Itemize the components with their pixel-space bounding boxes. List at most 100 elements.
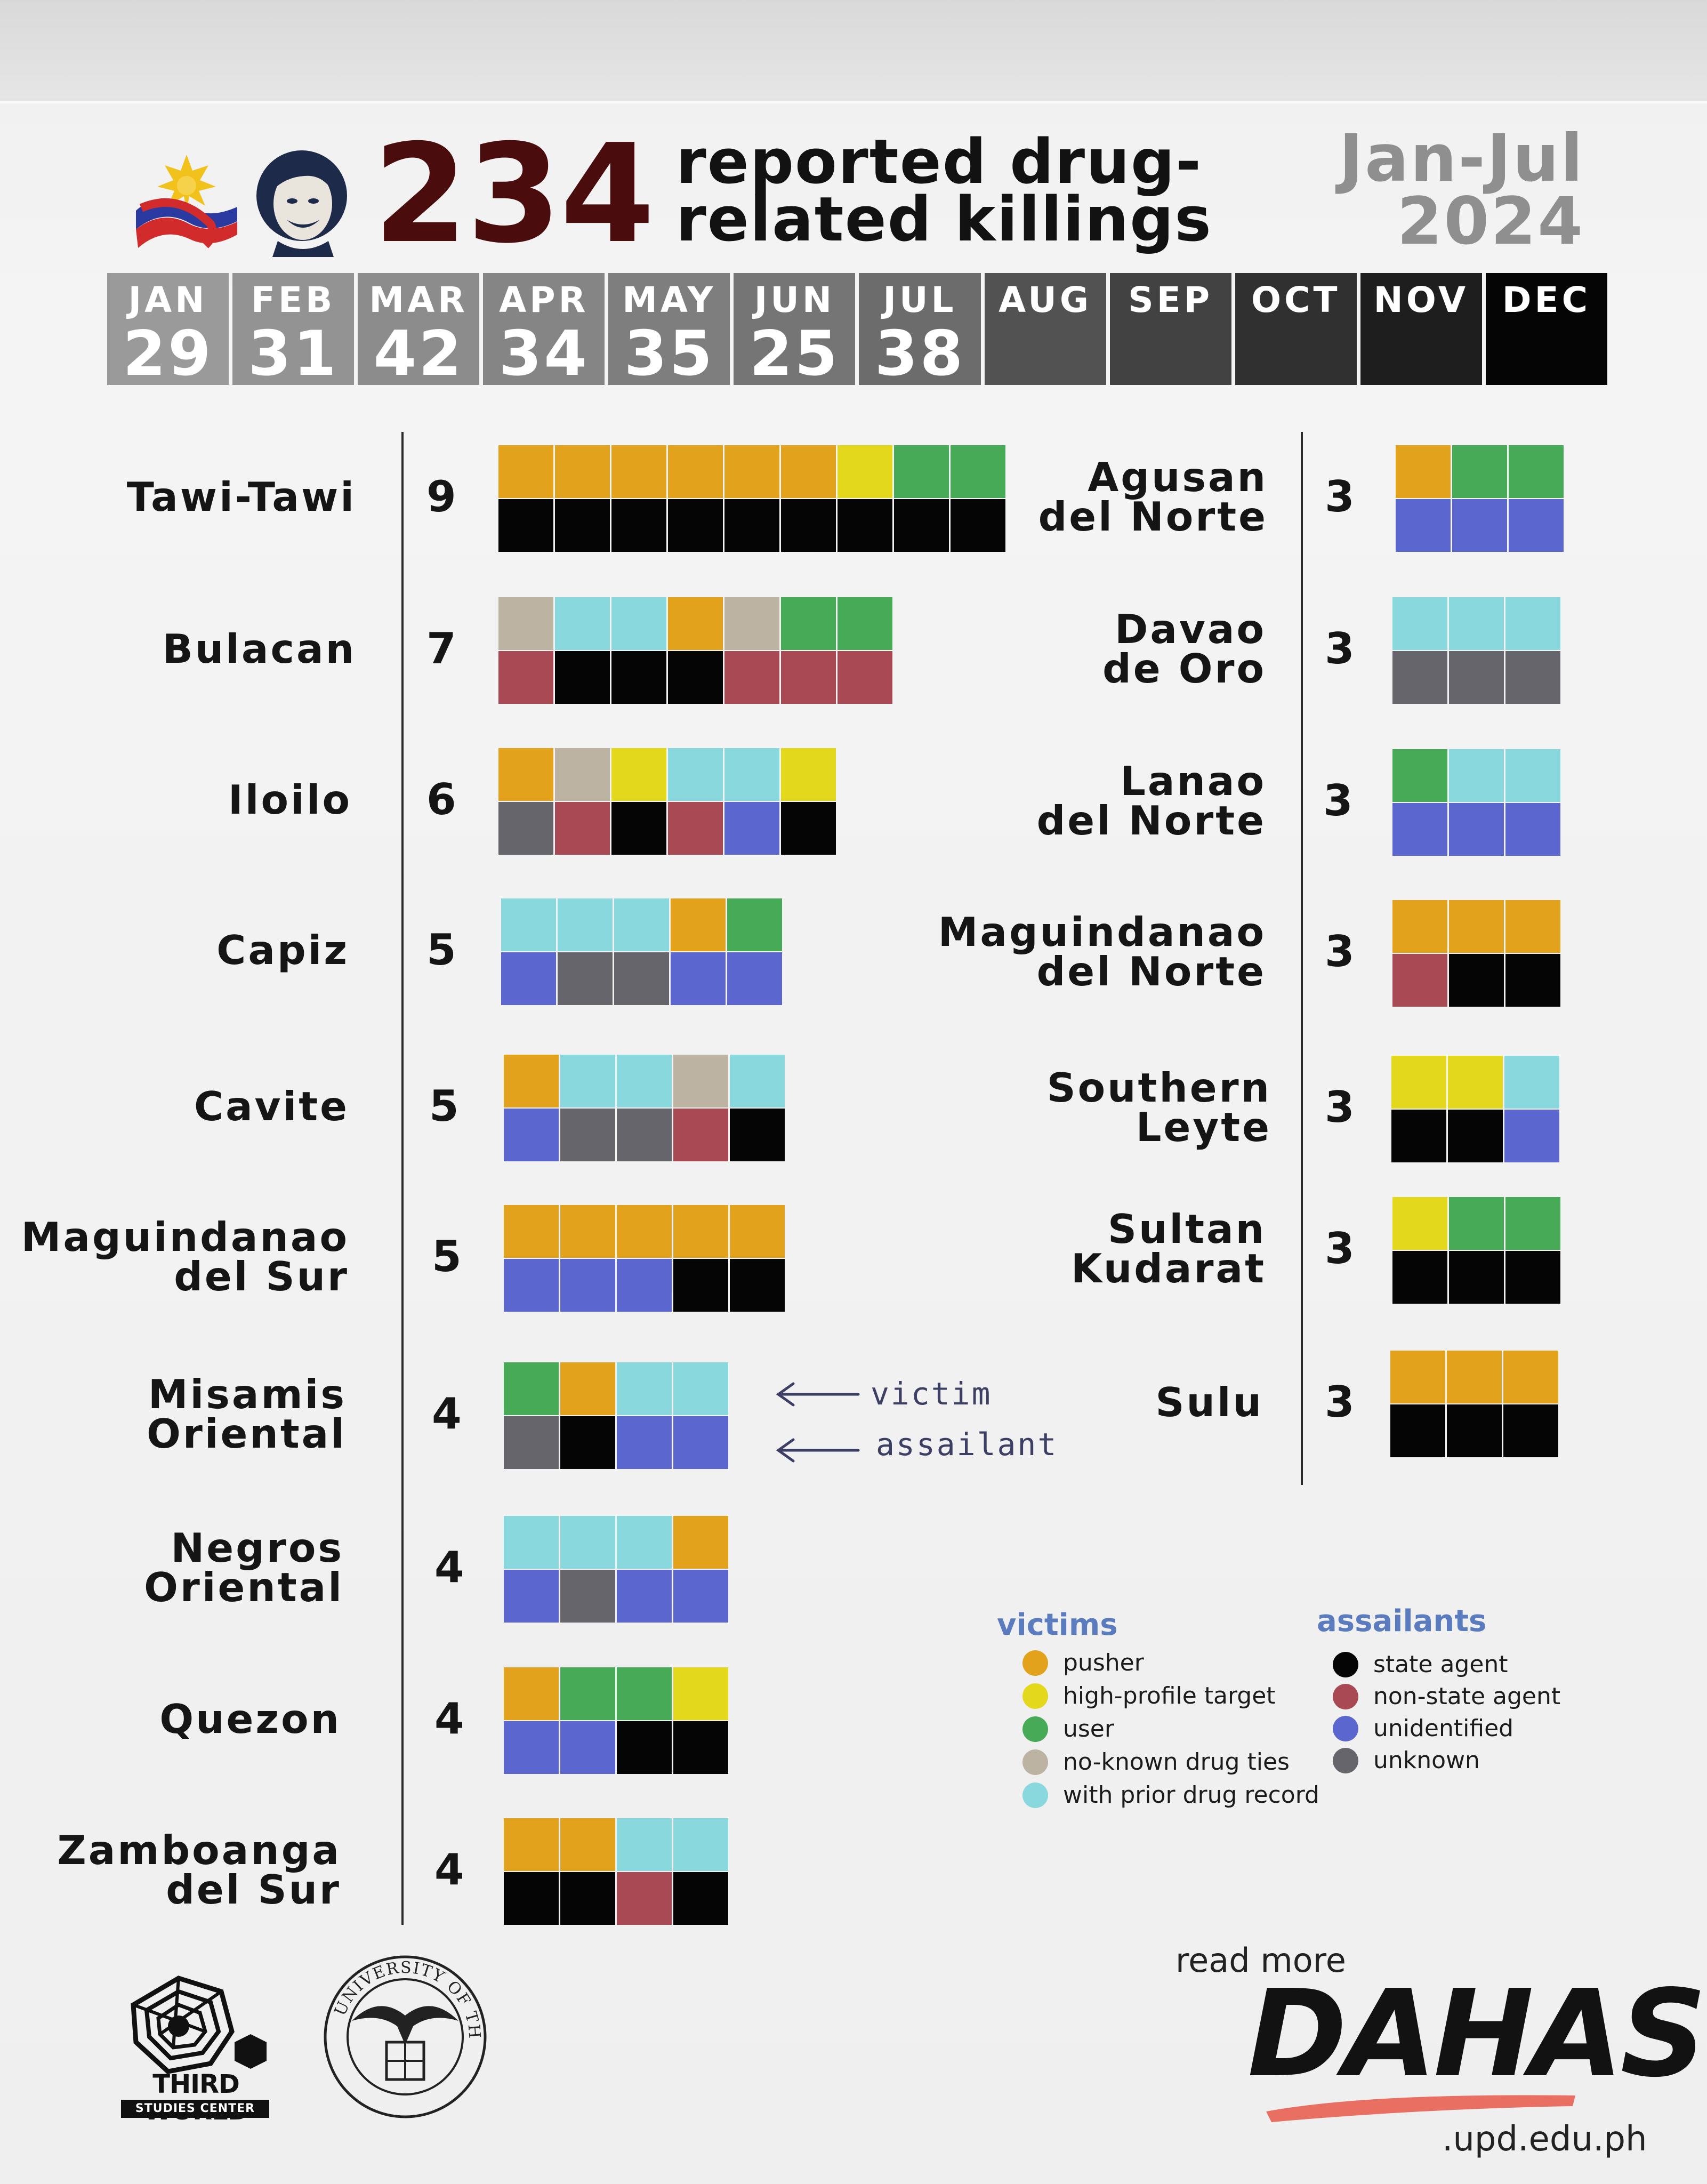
victim-cell (611, 748, 666, 801)
victim-cell (1449, 749, 1504, 802)
province-count: 5 (426, 925, 456, 975)
assailant-cell (668, 499, 723, 552)
victim-cell (668, 748, 723, 801)
legend-label: no-known drug ties (1063, 1748, 1290, 1776)
philippine-flag-emblem (136, 155, 237, 248)
province-name-line: del Norte (1038, 493, 1268, 540)
victim-cell (504, 1516, 559, 1569)
total-killings: 234 (373, 115, 655, 274)
victim-cell (560, 1362, 615, 1415)
assailant-cell (617, 1109, 672, 1161)
assailant-cell (1449, 1251, 1504, 1304)
province-name: Negros Oriental (144, 1524, 344, 1611)
assailant-cell (617, 1872, 672, 1925)
month-name: FEB (251, 279, 336, 320)
month-count: 38 (874, 318, 965, 390)
victim-cell (724, 597, 779, 650)
victim-cell (1505, 597, 1560, 650)
victim-cell (671, 898, 726, 951)
month-name: JUN (754, 279, 835, 320)
province-name: Southern Leyte (1047, 1068, 1271, 1147)
month-name: SEP (1128, 279, 1213, 320)
province-name-line: Oriental (144, 1564, 344, 1611)
assailant-cell (1396, 499, 1451, 552)
province-name-line: Maguindanao (938, 909, 1266, 956)
victim-cell (838, 597, 892, 650)
victim-cell (498, 748, 553, 801)
assailant-cell (671, 952, 726, 1005)
province-count: 3 (1325, 1082, 1355, 1132)
month-sep: SEP (1109, 273, 1231, 385)
assailant-cell (1392, 954, 1447, 1007)
province-name-line: Iloilo (228, 776, 352, 823)
victim-cell (504, 1818, 559, 1871)
month-feb: FEB 31 (232, 273, 355, 390)
legend-item: unknown (1333, 1747, 1480, 1774)
province-name-line: Kudarat (1071, 1245, 1266, 1292)
legend-swatch (1333, 1651, 1358, 1677)
read-more-label: read more (1175, 1941, 1346, 1980)
legend-label: with prior drug record (1063, 1781, 1319, 1809)
victim-cell (611, 445, 666, 498)
month-count: 29 (123, 318, 213, 390)
assailant-cell (673, 1416, 728, 1469)
assailant-cell (781, 802, 836, 855)
province-name-line: Tawi-Tawi (126, 473, 356, 520)
province-name-line: Southern (1046, 1064, 1271, 1111)
victim-cell (1503, 1351, 1558, 1403)
province-name-line: Negros (171, 1524, 344, 1571)
legend-item: no-known drug ties (1022, 1748, 1290, 1776)
victim-cell (1392, 749, 1447, 802)
assailant-cell (504, 1872, 559, 1925)
victim-cell (673, 1362, 728, 1415)
province-count: 3 (1325, 1224, 1355, 1273)
month-may: MAY 35 (608, 273, 730, 390)
assailant-cell (673, 1872, 728, 1925)
province-name: Quezon (159, 1699, 341, 1739)
month-oct: OCT (1235, 273, 1357, 385)
assailant-cell (611, 802, 666, 855)
assailant-cell (724, 802, 779, 855)
month-nov: NOV (1360, 273, 1482, 385)
victim-cell (504, 1667, 559, 1720)
left-divider (401, 432, 404, 1925)
province-name: Cavite (194, 1087, 349, 1127)
province-name: Davao de Oro (1102, 609, 1266, 689)
province-name: Tawi-Tawi (127, 477, 356, 517)
legend-victims-title: victims (997, 1608, 1118, 1642)
assailant-cell (781, 651, 836, 704)
assailant-cell (673, 1570, 728, 1623)
assailant-cell (673, 1259, 728, 1312)
victim-cell (555, 597, 610, 650)
website-url[interactable]: .upd.edu.ph (1442, 2119, 1647, 2159)
province-name: Zamboanga del Sur (57, 1830, 341, 1913)
legend-label: non-state agent (1373, 1683, 1561, 1710)
victim-cell (730, 1055, 785, 1107)
assailant-cell (724, 499, 779, 552)
assailant-cell (617, 1721, 672, 1774)
month-count: 34 (498, 318, 589, 390)
legend-item: unidentified (1333, 1715, 1513, 1742)
province-name-line: Lanao (1120, 758, 1266, 805)
assailant-cell (611, 651, 666, 704)
province-count: 3 (1323, 776, 1353, 825)
dahas-logo[interactable]: DAHAS (1247, 1964, 1706, 2104)
province-name-line: Bulacan (162, 625, 356, 672)
month-dec: DEC (1485, 273, 1607, 385)
legend-item: state agent (1333, 1651, 1508, 1678)
month-count: 25 (749, 318, 840, 390)
victim-cell (668, 445, 723, 498)
province-name-line: del Sur (166, 1866, 341, 1913)
month-jul: JUL 38 (859, 273, 981, 390)
period-line-2: 2024 (1397, 183, 1584, 259)
province-name-line: Maguindanao (21, 1214, 349, 1260)
victim-arrow (776, 1382, 860, 1407)
right-divider (1301, 432, 1303, 1485)
province-name: Capiz (216, 930, 349, 970)
assailant-cell (724, 651, 779, 704)
victim-cell (781, 748, 836, 801)
assailant-cell (504, 1570, 559, 1623)
assailant-cell (1452, 499, 1507, 552)
victim-cell (498, 445, 553, 498)
province-count: 7 (426, 624, 456, 673)
